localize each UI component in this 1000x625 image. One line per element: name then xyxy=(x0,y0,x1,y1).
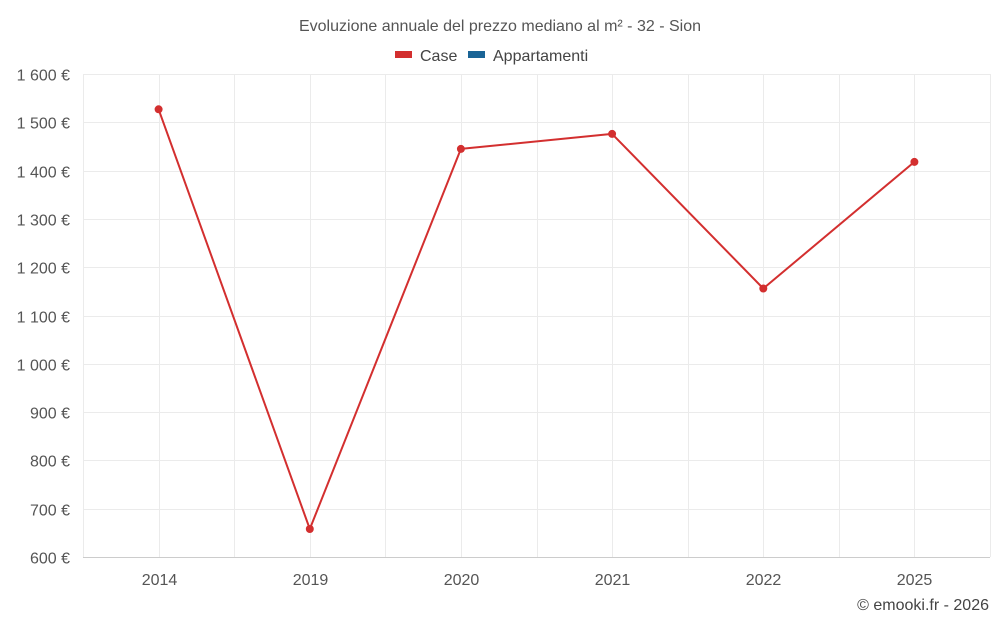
series-layer xyxy=(154,105,919,533)
x-tick-label: 2022 xyxy=(746,572,782,589)
chart-title: Evoluzione annuale del prezzo mediano al… xyxy=(299,18,701,35)
x-tick-label: 2014 xyxy=(142,572,178,589)
y-tick-label: 900 € xyxy=(30,406,70,423)
x-tick-label: 2021 xyxy=(595,572,631,589)
x-tick-label: 2019 xyxy=(293,572,329,589)
grid xyxy=(83,74,991,557)
y-tick-label: 1 000 € xyxy=(17,358,70,375)
y-tick-label: 1 200 € xyxy=(17,261,70,278)
legend-swatch-case xyxy=(395,51,412,58)
legend-label-appartamenti: Appartamenti xyxy=(493,48,588,65)
legend-item-case[interactable]: Case xyxy=(395,48,457,65)
y-tick-label: 700 € xyxy=(30,503,70,520)
y-tick-label: 1 400 € xyxy=(17,165,70,182)
y-tick-label: 1 100 € xyxy=(17,310,70,327)
legend: Case Appartamenti xyxy=(395,48,588,65)
y-tick-label: 1 500 € xyxy=(17,116,70,133)
credit-text: © emooki.fr - 2026 xyxy=(857,597,989,614)
x-tick-label: 2020 xyxy=(444,572,480,589)
data-point-case-2022[interactable] xyxy=(759,284,768,293)
y-axis: 600 € 700 € 800 € 900 € 1 000 € 1 100 € 1 200 … xyxy=(17,68,70,568)
x-tick-label: 2025 xyxy=(897,572,933,589)
data-point-case-2014[interactable] xyxy=(154,105,163,114)
legend-item-appartamenti[interactable]: Appartamenti xyxy=(468,48,588,65)
legend-label-case: Case xyxy=(420,48,457,65)
data-point-case-2020[interactable] xyxy=(456,144,465,153)
x-axis: 2014 2019 2020 2021 2022 2025 xyxy=(83,557,990,589)
series-line-case xyxy=(157,108,916,530)
data-point-case-2021[interactable] xyxy=(608,129,617,138)
y-tick-label: 1 300 € xyxy=(17,213,70,230)
legend-swatch-appartamenti xyxy=(468,51,485,58)
y-tick-label: 800 € xyxy=(30,454,70,471)
y-tick-label: 1 600 € xyxy=(17,68,70,85)
y-tick-label: 600 € xyxy=(30,551,70,568)
data-point-case-2025[interactable] xyxy=(910,157,919,166)
data-point-case-2019[interactable] xyxy=(305,525,314,533)
